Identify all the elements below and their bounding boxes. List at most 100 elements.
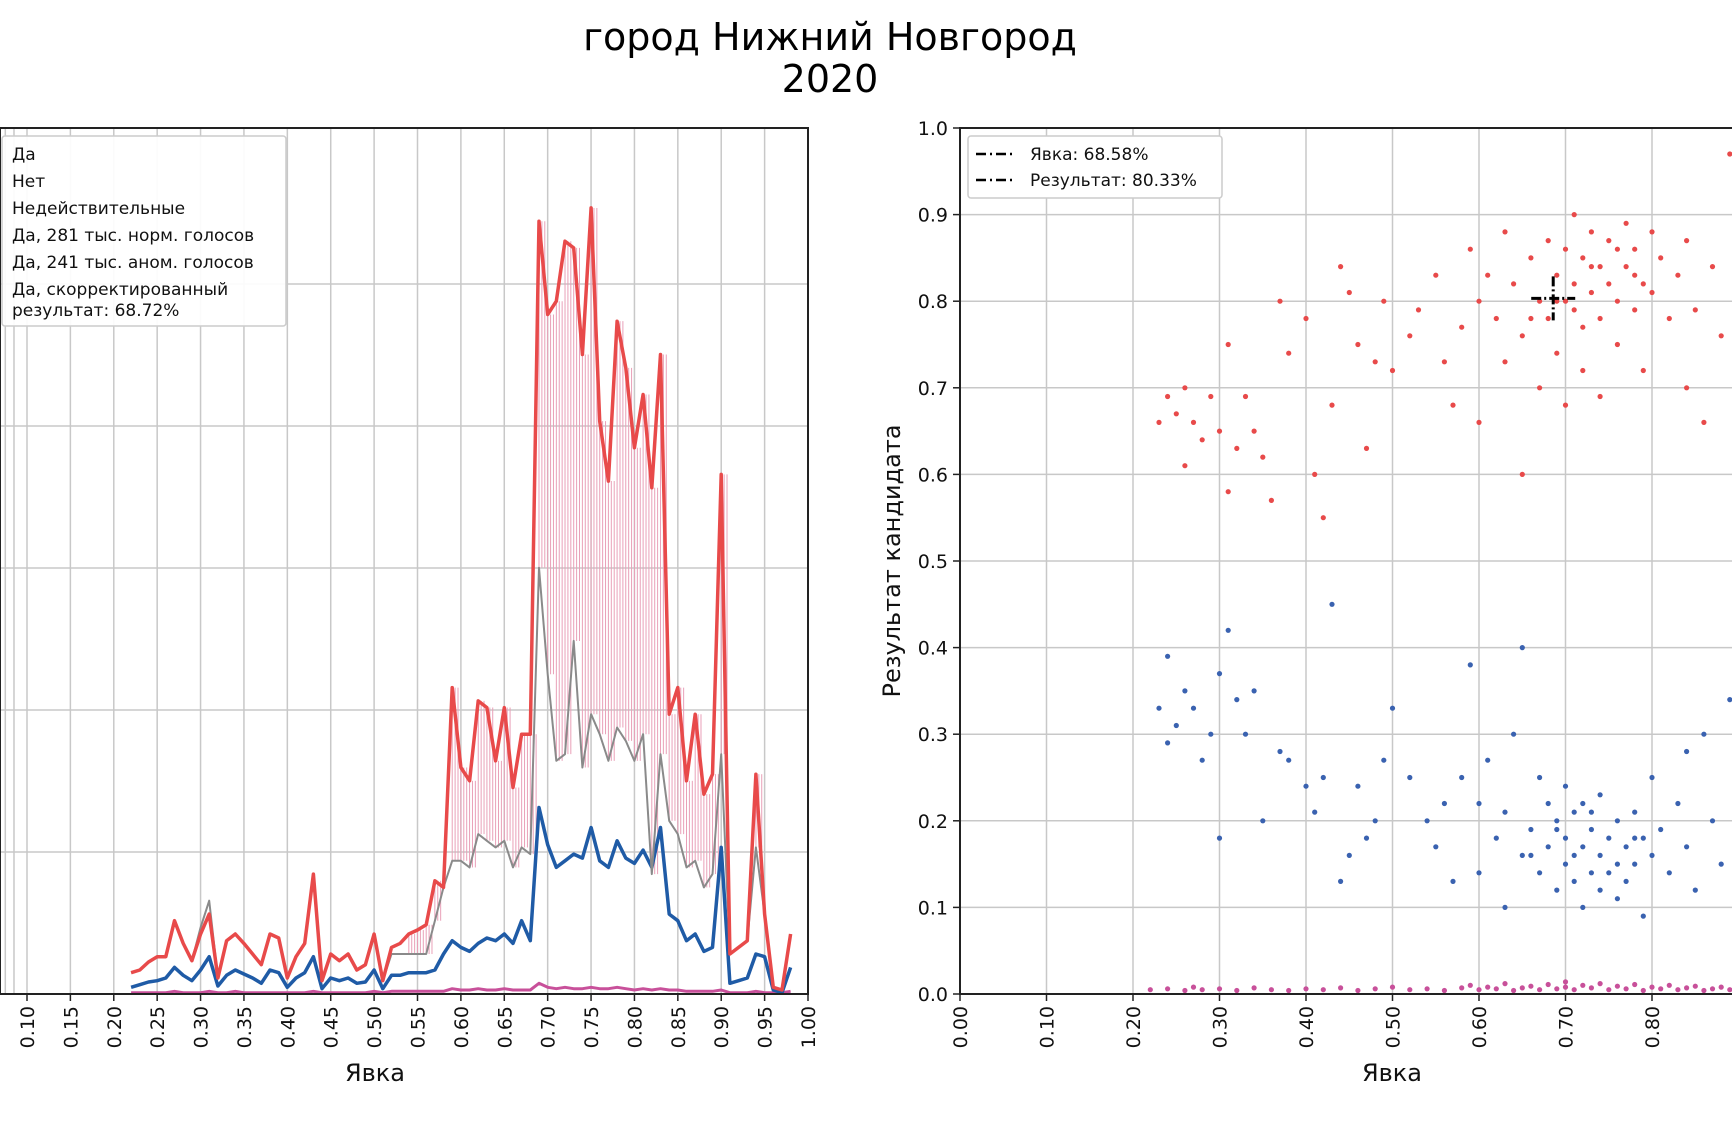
scatter-y-ticks: 0.0 0.1 0.2 0.3 0.4 0.5 0.6 0.7 0.8 0.9 1.0 xyxy=(918,118,960,1006)
scatter-x-tick-label: 0.20 xyxy=(1123,1006,1145,1048)
scatter-point-yes xyxy=(1580,255,1586,261)
scatter-point-no xyxy=(1588,809,1594,815)
scatter-point-no xyxy=(1467,662,1473,668)
scatter-point-invalid xyxy=(1286,987,1292,994)
scatter-point-no xyxy=(1433,844,1439,850)
invalid-line xyxy=(131,981,791,995)
scatter-point-invalid xyxy=(1692,983,1698,989)
scatter-point-invalid xyxy=(1216,986,1223,992)
scatter-point-yes xyxy=(1588,289,1594,296)
scatter-point-no xyxy=(1190,705,1197,711)
scatter-point-yes xyxy=(1459,324,1465,330)
scatter-point-no xyxy=(1632,861,1638,867)
scatter-point-yes xyxy=(1182,385,1188,391)
scatter-point-no xyxy=(1658,826,1664,833)
scatter-point-no xyxy=(1675,800,1681,807)
scatter-point-invalid xyxy=(1190,984,1197,990)
scatter-point-no xyxy=(1208,731,1214,737)
scatter-point-invalid xyxy=(1562,984,1569,990)
scatter-point-invalid xyxy=(1165,986,1171,992)
scatter-x-tick-label: 0.30 xyxy=(1210,1006,1232,1048)
scatter-point-yes xyxy=(1182,463,1188,469)
scatter-point-invalid xyxy=(1372,986,1378,992)
scatter-point-invalid xyxy=(1666,982,1672,988)
scatter-point-yes xyxy=(1588,264,1594,270)
scatter-point-invalid xyxy=(1545,981,1551,988)
scatter-x-tick-label: 0.80 xyxy=(1642,1006,1664,1048)
scatter-point-invalid xyxy=(1675,987,1681,993)
scatter-point-no xyxy=(1199,757,1205,763)
scatter-point-no xyxy=(1606,870,1612,876)
scatter-point-no xyxy=(1242,731,1249,737)
scatter-point-invalid xyxy=(1502,981,1508,987)
scatter-point-yes xyxy=(1623,220,1629,226)
scatter-point-yes xyxy=(1156,419,1162,425)
scatter-point-no xyxy=(1649,852,1655,859)
scatter-point-no xyxy=(1459,774,1465,781)
scatter-x-tick-label: 0.10 xyxy=(1037,1006,1059,1048)
scatter-point-invalid xyxy=(1562,979,1569,985)
scatter-point-yes xyxy=(1632,307,1638,313)
histogram-x-axis-label: Явка xyxy=(345,1059,405,1087)
scatter-point-yes xyxy=(1632,272,1638,278)
scatter-point-no xyxy=(1571,878,1577,885)
legend-turnout: Явка: 68.58% xyxy=(1030,145,1148,165)
scatter-point-no xyxy=(1545,800,1551,807)
scatter-point-no xyxy=(1320,774,1326,781)
scatter-point-invalid xyxy=(1528,983,1534,989)
scatter-point-no xyxy=(1632,835,1638,841)
histogram-x-tick-label: 0.25 xyxy=(147,1006,169,1048)
scatter-point-invalid xyxy=(1597,981,1603,987)
scatter-point-yes xyxy=(1225,489,1231,495)
scatter-point-yes xyxy=(1173,411,1179,417)
scatter-point-yes xyxy=(1346,289,1352,296)
scatter-point-no xyxy=(1225,627,1231,633)
scatter-point-invalid xyxy=(1147,987,1153,993)
scatter-point-no xyxy=(1554,818,1560,824)
scatter-point-yes xyxy=(1208,393,1214,400)
histogram-x-tick-label: 0.50 xyxy=(364,1006,386,1048)
scatter-point-no xyxy=(1407,774,1413,781)
scatter-point-no xyxy=(1182,688,1188,694)
scatter-point-yes xyxy=(1260,454,1266,460)
legend-item-invalid: Недействительные xyxy=(12,199,185,219)
histogram-x-tick-label: 0.30 xyxy=(191,1006,213,1048)
histogram-lines xyxy=(130,206,793,995)
scatter-point-yes xyxy=(1606,281,1612,287)
scatter-point-yes xyxy=(1433,272,1439,278)
scatter-point-yes xyxy=(1580,324,1586,330)
scatter-point-yes xyxy=(1329,402,1335,408)
legend-item-yes-anomalous: Да, 241 тыс. аном. голосов xyxy=(12,253,254,273)
histogram-legend: Да Нет Недействительные Да, 281 тыс. нор… xyxy=(1,135,287,327)
scatter-point-invalid xyxy=(1580,982,1586,988)
scatter-y-tick-label: 0.6 xyxy=(918,464,948,486)
scatter-result-marker xyxy=(1531,276,1576,321)
scatter-point-no xyxy=(1623,878,1629,885)
scatter-point-yes xyxy=(1562,402,1569,408)
no-line xyxy=(130,805,793,995)
legend-item-no: Нет xyxy=(12,172,45,192)
scatter-point-no xyxy=(1502,904,1508,911)
scatter-point-yes xyxy=(1545,315,1551,322)
histogram-x-tick-label: 0.75 xyxy=(581,1006,603,1048)
scatter-point-yes xyxy=(1537,298,1543,304)
scatter-point-no xyxy=(1476,870,1482,876)
scatter-point-yes xyxy=(1190,419,1197,425)
scatter-point-yes xyxy=(1268,497,1274,503)
scatter-point-yes xyxy=(1485,272,1491,278)
legend-result: Результат: 80.33% xyxy=(1030,171,1197,191)
figure-subtitle-year: 2020 xyxy=(782,57,879,101)
scatter-point-no xyxy=(1381,757,1387,763)
scatter-point-invalid xyxy=(1709,986,1716,992)
scatter-point-no xyxy=(1571,852,1577,859)
scatter-point-yes xyxy=(1675,272,1681,278)
scatter-x-ticks: 0.00 0.10 0.20 0.30 0.40 0.50 0.60 0.70 0.80 xyxy=(950,994,1664,1048)
scatter-point-no xyxy=(1597,852,1603,859)
legend-item-yes-corrected: Да, скорректированный xyxy=(12,280,228,300)
legend-item-yes: Да xyxy=(12,145,36,165)
scatter-x-tick-label: 0.60 xyxy=(1469,1006,1491,1048)
scatter-point-invalid xyxy=(1234,987,1240,994)
scatter-point-yes xyxy=(1216,428,1223,434)
scatter-point-yes xyxy=(1476,419,1482,425)
scatter-y-tick-label: 0.9 xyxy=(918,205,948,227)
